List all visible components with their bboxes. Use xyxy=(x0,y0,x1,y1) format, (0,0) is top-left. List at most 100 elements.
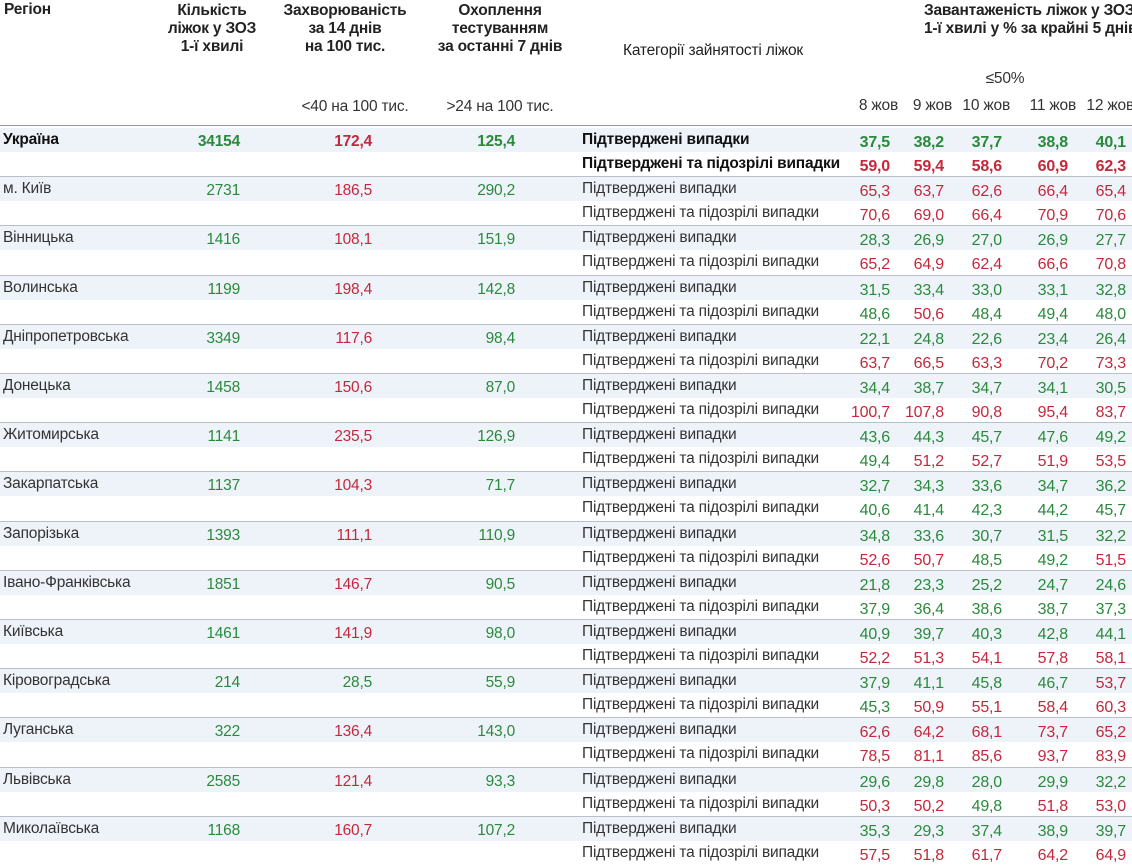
load-value: 58,1 xyxy=(1095,650,1127,667)
category-label: Підтверджені та підозрілі випадки xyxy=(582,647,819,664)
load-value: 40,1 xyxy=(1095,134,1127,151)
load-value: 69,0 xyxy=(913,207,945,225)
region-name: Волинська xyxy=(3,278,78,296)
load-value: 61,7 xyxy=(971,846,1003,864)
load-value: 45,3 xyxy=(859,699,891,717)
load-value: 48,0 xyxy=(1095,305,1127,323)
load-value: 52,2 xyxy=(859,650,891,667)
row-band xyxy=(0,472,1132,497)
incidence-value: 136,4 xyxy=(334,723,372,741)
load-value: 29,9 xyxy=(1037,773,1069,791)
row-separator xyxy=(0,323,1132,325)
load-value: 33,1 xyxy=(1037,281,1069,299)
region-name: м. Київ xyxy=(3,180,52,198)
load-value: 90,8 xyxy=(971,404,1003,421)
load-value: 51,8 xyxy=(913,846,945,864)
load-value: 95,4 xyxy=(1037,404,1069,421)
load-value: 34,1 xyxy=(1037,380,1069,397)
region-name: Івано-Франківська xyxy=(3,573,131,591)
load-value: 70,9 xyxy=(1037,207,1069,225)
load-value: 83,9 xyxy=(1095,748,1127,766)
category-label: Підтверджені випадки xyxy=(582,770,737,788)
header-load: 1-ї хвилі у % за крайні 5 днів xyxy=(924,20,1132,37)
load-value: 26,9 xyxy=(913,232,945,250)
region-name: Закарпатська xyxy=(3,475,99,493)
region-name: Донецька xyxy=(3,377,71,394)
load-value: 38,7 xyxy=(913,380,945,397)
load-value: 37,5 xyxy=(859,134,891,151)
category-label: Підтверджені випадки xyxy=(582,131,750,148)
load-value: 107,8 xyxy=(904,404,944,421)
header-testing: Охоплення xyxy=(458,2,542,19)
testing-value: 98,0 xyxy=(485,625,516,642)
testing-value: 90,5 xyxy=(485,575,516,593)
region-name: Україна xyxy=(3,131,59,148)
load-value: 30,7 xyxy=(971,527,1003,545)
row-separator xyxy=(0,373,1132,374)
category-label: Підтверджені випадки xyxy=(582,278,737,296)
load-value: 54,1 xyxy=(971,650,1003,667)
header-beds: 1-ї хвилі xyxy=(180,38,244,55)
beds-value: 1461 xyxy=(206,625,240,642)
load-value: 58,6 xyxy=(971,158,1003,175)
load-value: 45,7 xyxy=(1095,502,1127,520)
row-separator xyxy=(0,520,1132,522)
load-value: 38,2 xyxy=(913,134,945,151)
category-label: Підтверджені та підозрілі випадки xyxy=(582,450,819,468)
region-name: Житомирська xyxy=(3,426,99,444)
incidence-value: 186,5 xyxy=(334,182,372,200)
row-band xyxy=(0,718,1132,743)
category-label: Підтверджені випадки xyxy=(582,524,737,542)
beds-value: 1416 xyxy=(206,231,240,249)
load-value: 23,3 xyxy=(913,576,945,594)
testing-value: 290,2 xyxy=(477,182,515,200)
category-label: Підтверджені випадки xyxy=(582,721,737,739)
load-value: 37,4 xyxy=(971,822,1003,840)
incidence-value: 235,5 xyxy=(334,428,372,446)
load-value: 38,9 xyxy=(1037,822,1069,840)
row-band xyxy=(0,521,1132,546)
row-band xyxy=(0,767,1132,792)
load-value: 40,6 xyxy=(859,502,891,520)
load-value: 62,6 xyxy=(859,724,891,742)
load-value: 53,5 xyxy=(1095,453,1127,471)
load-value: 34,4 xyxy=(859,380,891,397)
row-band xyxy=(0,226,1132,251)
load-value: 62,3 xyxy=(1095,158,1127,175)
load-value: 49,4 xyxy=(1037,305,1069,323)
load-value: 59,4 xyxy=(913,158,945,175)
category-label: Підтверджені та підозрілі випадки xyxy=(582,155,840,172)
incidence-value: 150,6 xyxy=(334,379,372,396)
date-header: 10 жов xyxy=(962,97,1010,114)
load-value: 33,4 xyxy=(913,281,945,299)
load-value: 27,0 xyxy=(971,232,1003,250)
region-name: Львівська xyxy=(3,770,71,788)
load-value: 59,0 xyxy=(859,158,891,175)
beds-value: 1168 xyxy=(207,821,240,839)
load-value: 57,5 xyxy=(859,846,891,864)
category-label: Підтверджені випадки xyxy=(582,327,737,345)
date-header: 8 жов xyxy=(858,97,898,114)
load-value: 22,1 xyxy=(859,330,891,348)
incidence-value: 160,7 xyxy=(334,821,372,839)
beds-value: 1851 xyxy=(206,575,240,593)
load-value: 43,6 xyxy=(859,429,891,447)
load-value: 40,3 xyxy=(971,626,1003,643)
load-value: 70,6 xyxy=(859,207,891,225)
load-value: 62,6 xyxy=(971,183,1003,201)
load-value: 37,9 xyxy=(859,600,891,618)
category-label: Підтверджені випадки xyxy=(582,426,737,444)
load-value: 51,9 xyxy=(1037,453,1069,471)
load-value: 48,5 xyxy=(971,551,1003,569)
load-value: 34,8 xyxy=(859,527,891,545)
region-name: Миколаївська xyxy=(3,819,100,837)
load-value: 33,0 xyxy=(971,281,1003,299)
category-label: Підтверджені та підозрілі випадки xyxy=(582,401,819,418)
load-value: 51,5 xyxy=(1095,551,1127,569)
load-value: 49,2 xyxy=(1095,429,1127,447)
load-value: 63,7 xyxy=(913,183,945,201)
load-value: 65,2 xyxy=(859,256,891,274)
load-value: 22,6 xyxy=(971,330,1003,348)
load-value: 42,8 xyxy=(1037,626,1069,643)
row-band xyxy=(0,423,1132,448)
